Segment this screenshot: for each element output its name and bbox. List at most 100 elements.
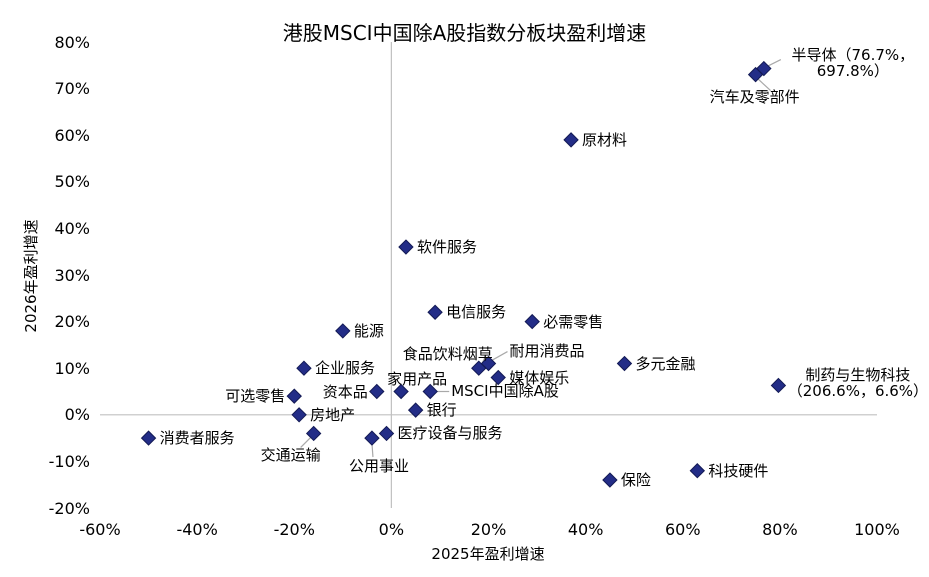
marker-transportation [305, 425, 322, 442]
point-label-line1: 食品饮料烟草 [402, 345, 493, 364]
y-tick-label: 40% [54, 218, 90, 238]
leader-line-semiconductors [766, 59, 782, 68]
point-label-line1: 银行 [426, 401, 457, 420]
marker-energy [335, 323, 351, 339]
point-label-household-products: 家用产品 [387, 371, 447, 387]
marker-autos-and-parts [747, 66, 764, 83]
point-label-line1: 制药与生物科技 [805, 366, 911, 385]
point-label-line1: 能源 [353, 321, 384, 340]
marker-media-entertainment [490, 369, 506, 386]
point-label-consumer-durables: 耐用消费品 [510, 343, 585, 359]
leader-line-transportation [300, 436, 313, 448]
y-tick-label: 50% [54, 172, 90, 192]
point-label-healthcare-equipment-services: 医疗设备与服务 [398, 425, 503, 441]
point-label-line1: 消费者服务 [159, 429, 235, 448]
point-label-line1: 软件服务 [416, 238, 477, 257]
point-label-banks: 银行 [427, 402, 457, 418]
point-label-line1: 企业服务 [314, 359, 375, 378]
leader-line-autos-and-parts [757, 78, 772, 92]
point-label-consumer-services: 消费者服务 [160, 430, 235, 446]
x-tick-label: 60% [664, 520, 701, 539]
marker-consumer-services [140, 430, 157, 446]
point-label-line1: 资本品 [322, 382, 368, 401]
point-label-real-estate: 房地产 [310, 407, 355, 423]
point-label-msci-china-ex-a: MSCI中国除A股 [451, 383, 559, 399]
marker-pharma-biotech [770, 377, 787, 394]
point-label-line1: 保险 [620, 471, 651, 490]
y-tick-label: 10% [54, 358, 90, 378]
marker-insurance [602, 472, 618, 488]
x-tick-label: 0% [378, 520, 405, 539]
y-tick-label: 30% [54, 265, 90, 285]
marker-tech-hardware [689, 463, 706, 479]
y-tick-label: 20% [54, 312, 90, 332]
point-label-line1: 家用产品 [387, 369, 448, 388]
point-label-line2: 697.8%） [816, 61, 889, 80]
y-tick-label: -20% [48, 498, 90, 518]
marker-discretionary-retail [286, 388, 302, 404]
marker-materials [563, 132, 579, 148]
point-label-line1: 必需零售 [543, 312, 604, 331]
point-label-tech-hardware: 科技硬件 [708, 463, 768, 479]
x-tick-label: 80% [762, 520, 798, 539]
point-label-line1: 电信服务 [446, 303, 507, 322]
point-label-line1: 医疗设备与服务 [397, 424, 503, 443]
y-tick-label: -10% [48, 451, 90, 471]
point-label-line1: 科技硬件 [708, 461, 769, 480]
point-label-software-services: 软件服务 [417, 239, 477, 255]
point-label-line1: 媒体娱乐 [509, 368, 570, 387]
point-label-line1: 多元金融 [635, 354, 696, 373]
point-label-diversified-financials: 多元金融 [635, 356, 695, 372]
y-tick-label: 70% [54, 79, 90, 99]
x-tick-label: 20% [470, 520, 507, 539]
point-label-food-beverage-tobacco: 食品饮料烟草 [403, 346, 493, 362]
marker-msci-china-ex-a [422, 383, 438, 400]
point-label-line1: 房地产 [310, 405, 356, 424]
point-label-line1: 交通运输 [260, 446, 321, 465]
marker-real-estate [291, 407, 307, 423]
marker-banks [407, 402, 424, 418]
point-label-insurance: 保险 [621, 472, 651, 488]
point-label-staples-retail: 必需零售 [543, 314, 603, 330]
x-axis-title: 2025年盈利增速 [431, 545, 545, 563]
point-label-line1: 半导体（76.7%， [791, 45, 915, 64]
point-label-line1: 耐用消费品 [509, 341, 585, 360]
point-label-utilities: 公用事业 [349, 458, 409, 474]
marker-commercial-services [296, 360, 312, 376]
point-label-line1: 可选零售 [225, 387, 286, 406]
x-tick-label: 40% [567, 520, 604, 539]
point-label-commercial-services: 企业服务 [315, 360, 375, 376]
marker-semiconductors [756, 60, 772, 77]
point-label-line2: （206.6%，6.6%） [787, 382, 929, 401]
x-tick-label: -40% [176, 520, 218, 539]
leader-line-consumer-durables [491, 351, 508, 362]
marker-capital-goods [369, 383, 385, 400]
point-label-autos-and-parts: 汽车及零部件 [710, 89, 800, 105]
x-tick-label: -20% [273, 520, 315, 539]
point-label-semiconductors: 半导体（76.7%， 697.8%） [778, 47, 928, 79]
point-label-media-entertainment: 媒体娱乐 [509, 370, 569, 386]
marker-healthcare-equipment-services [378, 425, 395, 442]
marker-staples-retail [524, 313, 540, 330]
x-tick-label: 100% [854, 520, 900, 539]
y-tick-label: 60% [54, 125, 90, 145]
point-label-materials: 原材料 [582, 132, 627, 148]
point-label-transportation: 交通运输 [261, 447, 321, 463]
x-tick-label: -60% [79, 520, 121, 539]
point-label-line1: 汽车及零部件 [709, 87, 800, 106]
marker-utilities [364, 430, 380, 446]
marker-software-services [398, 239, 414, 255]
marker-consumer-durables [480, 355, 497, 372]
y-tick-label: 80% [54, 32, 90, 52]
point-label-discretionary-retail: 可选零售 [225, 388, 285, 404]
point-label-line1: 原材料 [582, 130, 628, 149]
point-label-capital-goods: 资本品 [323, 384, 368, 400]
chart-title: 港股MSCI中国除A股指数分板块盈利增速 [282, 21, 647, 45]
point-label-line1: 公用事业 [348, 457, 409, 476]
marker-telecom-services [427, 304, 443, 320]
point-label-telecom-services: 电信服务 [446, 304, 506, 320]
marker-household-products [393, 383, 409, 400]
point-label-line1: MSCI中国除A股 [451, 381, 559, 400]
